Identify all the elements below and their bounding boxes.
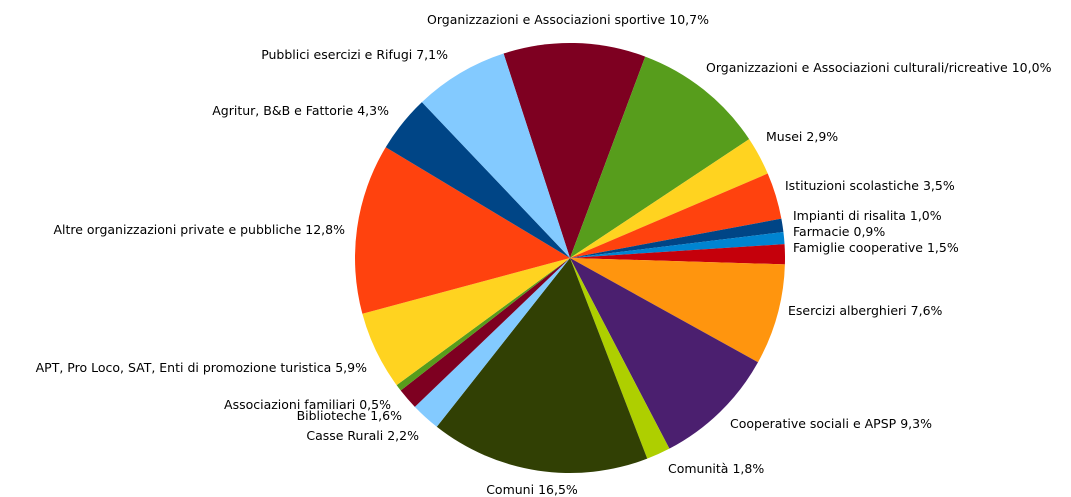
slice-name: Esercizi alberghieri xyxy=(788,303,907,318)
slice-name: Istituzioni scolastiche xyxy=(785,178,919,193)
pie-slice xyxy=(570,258,785,363)
slice-value: 12,8% xyxy=(305,222,345,237)
slice-value: 7,1% xyxy=(416,47,448,62)
pie-slice xyxy=(396,258,570,391)
slice-label: Famiglie cooperative 1,5% xyxy=(793,240,959,255)
slice-name: Pubblici esercizi e Rifugi xyxy=(261,47,412,62)
pie-slice xyxy=(362,258,570,386)
slice-name: Musei xyxy=(766,129,802,144)
pie-slice xyxy=(570,139,768,258)
slice-label: Casse Rurali 2,2% xyxy=(306,428,419,443)
slice-name: Biblioteche xyxy=(297,408,367,423)
slice-value: 1,8% xyxy=(732,461,764,476)
slice-label: Cooperative sociali e APSP 9,3% xyxy=(730,416,932,431)
slice-name: Associazioni familiari xyxy=(224,397,355,412)
slice-label: Associazioni familiari 0,5% xyxy=(224,397,391,412)
slice-label: Farmacie 0,9% xyxy=(793,224,885,239)
pie-slice xyxy=(570,218,784,258)
slice-name: Comuni xyxy=(486,482,534,497)
slice-value: 1,5% xyxy=(927,240,959,255)
slice-name: Altre organizzazioni private e pubbliche xyxy=(53,222,301,237)
pie-slice xyxy=(570,232,785,258)
slice-name: Cooperative sociali e APSP xyxy=(730,416,897,431)
slice-name: Organizzazioni e Associazioni sportive xyxy=(427,12,666,27)
slice-label: Altre organizzazioni private e pubbliche… xyxy=(53,222,345,237)
slice-label: Comuni 16,5% xyxy=(486,482,578,497)
pie-slice xyxy=(355,147,570,314)
slice-value: 1,0% xyxy=(910,208,942,223)
slice-value: 1,6% xyxy=(370,408,402,423)
slice-label: Biblioteche 1,6% xyxy=(297,408,403,423)
slice-value: 3,5% xyxy=(923,178,955,193)
slice-label: Organizzazioni e Associazioni sportive 10… xyxy=(427,12,709,27)
slice-label: Istituzioni scolastiche 3,5% xyxy=(785,178,955,193)
pie-slice xyxy=(385,102,570,258)
slice-name: Impianti di risalita xyxy=(793,208,906,223)
slice-label: Esercizi alberghieri 7,6% xyxy=(788,303,943,318)
slice-name: Casse Rurali xyxy=(306,428,383,443)
pie-slice xyxy=(421,53,570,258)
slice-name: Comunità xyxy=(668,461,728,476)
slice-label: APT, Pro Loco, SAT, Enti di promozione t… xyxy=(36,360,367,375)
slice-label: Comunità 1,8% xyxy=(668,461,764,476)
slice-label: Impianti di risalita 1,0% xyxy=(793,208,942,223)
slice-value: 4,3% xyxy=(357,103,389,118)
slice-value: 5,9% xyxy=(335,360,367,375)
slice-name: APT, Pro Loco, SAT, Enti di promozione t… xyxy=(36,360,332,375)
pie-slice xyxy=(570,173,782,258)
slice-label: Pubblici esercizi e Rifugi 7,1% xyxy=(261,47,448,62)
slice-value: 2,2% xyxy=(387,428,419,443)
slice-value: 10,7% xyxy=(669,12,709,27)
pie-slice xyxy=(570,56,750,258)
slice-name: Organizzazioni e Associazioni culturali/… xyxy=(706,60,1008,75)
pie-slice xyxy=(400,258,570,407)
pie-slice xyxy=(503,43,646,259)
pie-slice xyxy=(436,258,648,473)
pie-slice xyxy=(570,258,670,459)
slice-value: 16,5% xyxy=(538,482,578,497)
slice-name: Famiglie cooperative xyxy=(793,240,923,255)
slice-value: 9,3% xyxy=(900,416,932,431)
slice-value: 7,6% xyxy=(911,303,943,318)
slice-name: Farmacie xyxy=(793,224,850,239)
slice-label: Musei 2,9% xyxy=(766,129,838,144)
slice-value: 2,9% xyxy=(806,129,838,144)
slice-label: Organizzazioni e Associazioni culturali/… xyxy=(706,60,1052,75)
slice-name: Agritur, B&B e Fattorie xyxy=(212,103,353,118)
slice-value: 0,9% xyxy=(854,224,886,239)
slice-value: 0,5% xyxy=(359,397,391,412)
slice-label: Agritur, B&B e Fattorie 4,3% xyxy=(212,103,389,118)
pie-slice xyxy=(414,258,570,427)
slice-value: 10,0% xyxy=(1012,60,1052,75)
pie-slice xyxy=(570,244,785,265)
pie-slice xyxy=(570,258,759,449)
